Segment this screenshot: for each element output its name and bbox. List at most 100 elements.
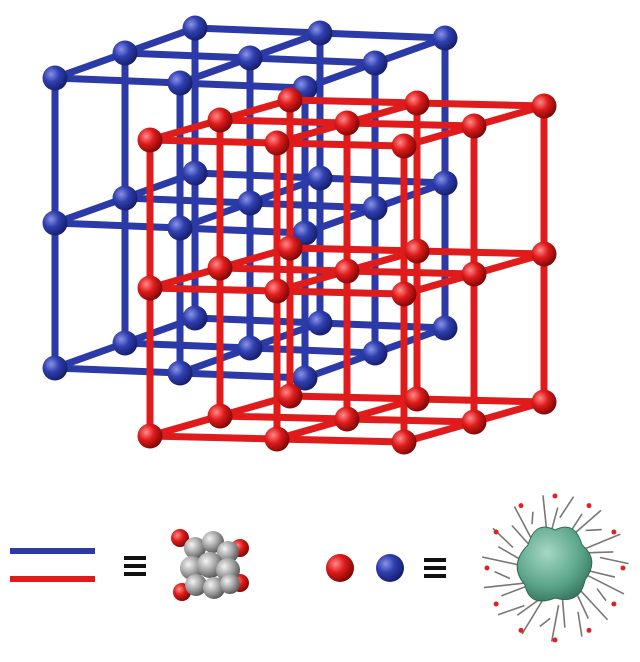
bond (316, 174, 449, 187)
node (461, 113, 487, 139)
linker-molecule (171, 529, 249, 601)
node (292, 365, 318, 391)
bond (343, 415, 478, 426)
oxygen (586, 503, 592, 509)
bond (413, 99, 548, 110)
bond (121, 49, 254, 62)
bond (246, 199, 379, 212)
stick (596, 588, 607, 602)
oxygen (611, 601, 617, 607)
node (264, 426, 290, 452)
stick (559, 496, 575, 519)
node (334, 406, 360, 432)
bond (286, 96, 421, 107)
stick (513, 506, 533, 541)
bond (146, 284, 281, 295)
bond (51, 219, 184, 232)
stick (599, 556, 629, 565)
node (307, 165, 333, 191)
stick (497, 604, 525, 616)
node (531, 93, 557, 119)
bond (316, 29, 449, 42)
bond (246, 344, 379, 357)
oxygen (586, 627, 592, 633)
stick (585, 528, 602, 532)
equivalence-sign (424, 558, 446, 578)
node (167, 360, 193, 386)
node (42, 355, 68, 381)
node (112, 330, 138, 356)
node (334, 258, 360, 284)
oxygen (518, 503, 524, 509)
bond (316, 319, 449, 332)
bond (121, 339, 254, 352)
stick (587, 575, 625, 595)
node (42, 65, 68, 91)
bond (286, 244, 421, 255)
node (432, 170, 458, 196)
red-lattice (137, 87, 557, 455)
oxygen (493, 601, 499, 607)
node (391, 133, 417, 159)
bond (413, 247, 548, 258)
node (404, 238, 430, 264)
node (432, 315, 458, 341)
bond (51, 364, 184, 377)
bond (216, 116, 351, 127)
legend-lines (10, 548, 95, 582)
node (207, 107, 233, 133)
node (391, 281, 417, 307)
bond (216, 412, 351, 423)
node (182, 305, 208, 331)
oxygen (611, 529, 617, 535)
node (362, 195, 388, 221)
node (137, 275, 163, 301)
node (334, 110, 360, 136)
node (112, 185, 138, 211)
node (182, 15, 208, 41)
stick (577, 595, 590, 619)
node (42, 210, 68, 236)
node (307, 310, 333, 336)
bond (246, 54, 379, 67)
node (432, 25, 458, 51)
bond (343, 267, 478, 278)
bond (146, 432, 281, 443)
node (207, 403, 233, 429)
node (461, 409, 487, 435)
oxygen (552, 637, 558, 643)
bond (191, 314, 324, 327)
bond (176, 224, 309, 237)
stick (483, 582, 525, 589)
equivalence-sign (124, 556, 146, 576)
bond (191, 169, 324, 182)
oxygen (620, 565, 626, 571)
node (277, 87, 303, 113)
node (404, 386, 430, 412)
node (137, 127, 163, 153)
bond (273, 435, 408, 446)
bond (191, 24, 324, 37)
bond (413, 395, 548, 406)
node (307, 20, 333, 46)
bond (273, 287, 408, 298)
bond (176, 79, 309, 92)
blue-node (376, 554, 404, 582)
bond (343, 119, 478, 130)
stick (550, 507, 559, 532)
node (237, 190, 263, 216)
node (277, 383, 303, 409)
lattice (42, 15, 557, 455)
bond (51, 74, 184, 87)
node (277, 235, 303, 261)
red-node (326, 554, 354, 582)
node (237, 335, 263, 361)
bond (146, 136, 281, 147)
bond (121, 194, 254, 207)
oxygen (493, 529, 499, 535)
node (167, 215, 193, 241)
stick (550, 605, 560, 642)
node (182, 160, 208, 186)
